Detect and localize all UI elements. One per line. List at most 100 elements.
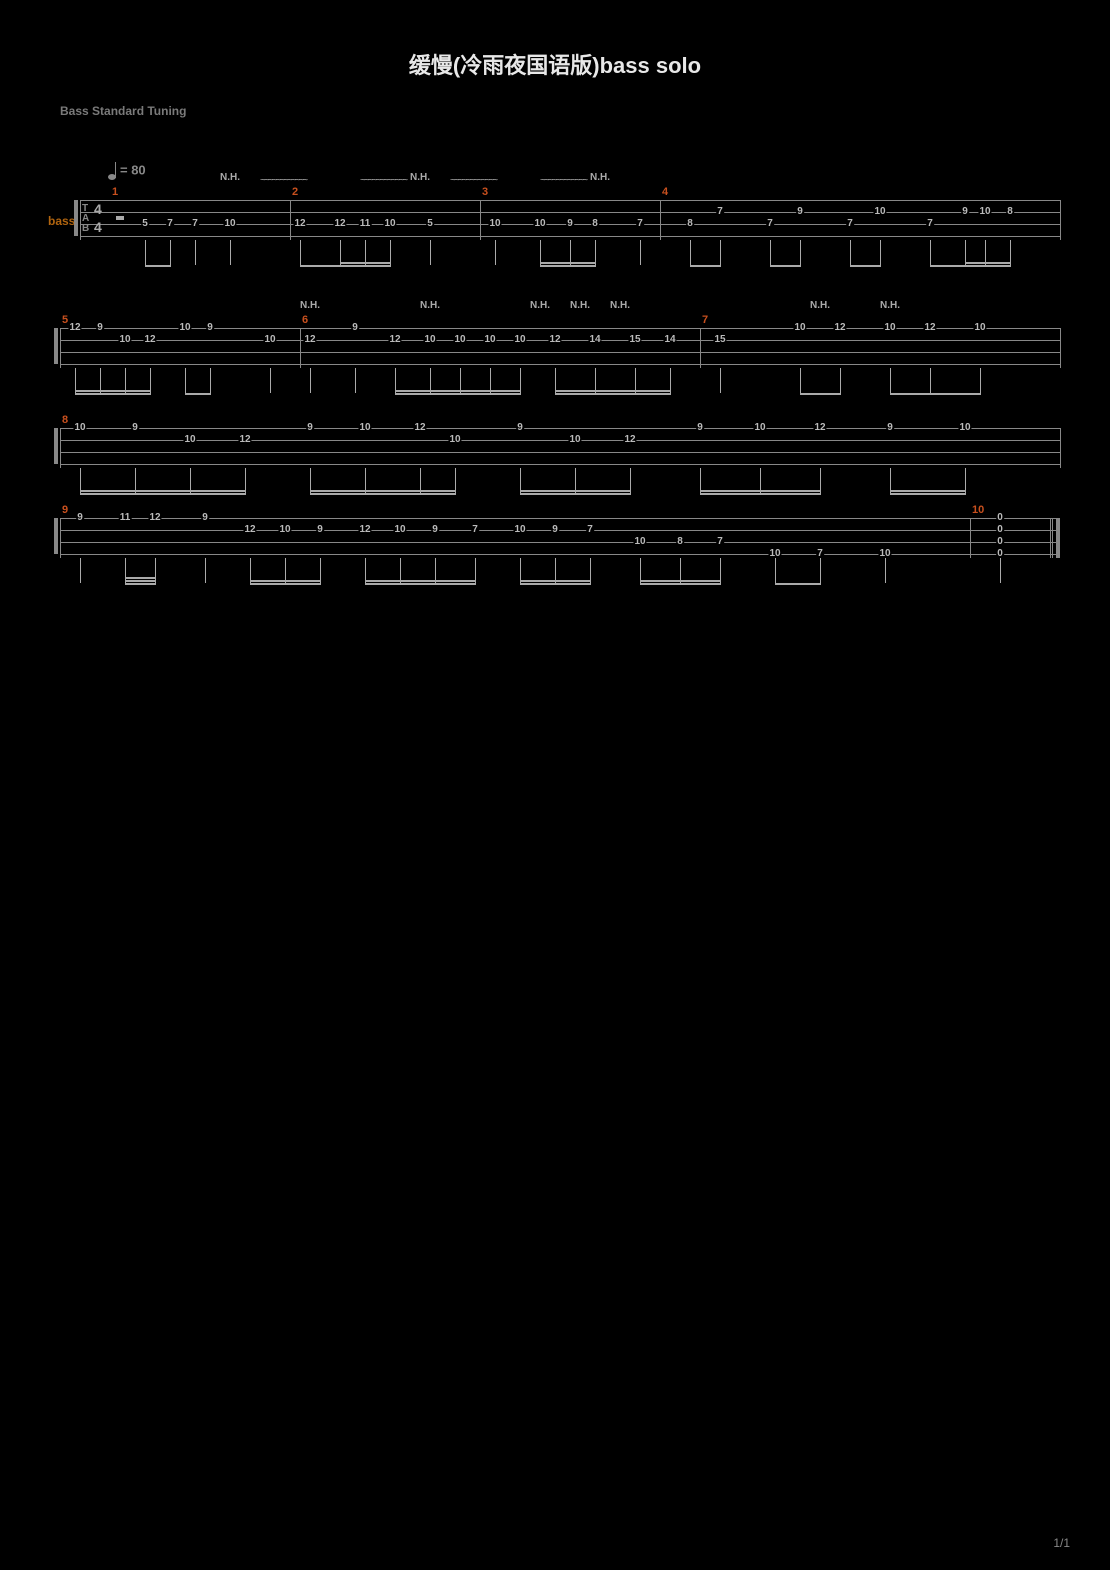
fret-number: 12 [548,335,561,345]
fret-number: 10 [448,435,461,445]
beam [365,580,476,582]
tab-staff: 567N.H.N.H.N.H.N.H.N.H.N.H.N.H.129101210… [60,328,1060,368]
beam [395,390,521,392]
fret-number: 9 [206,323,214,333]
fret-number: 12 [143,335,156,345]
fret-number: 7 [166,219,174,229]
beam [770,265,801,267]
beam [965,262,1011,264]
beam [340,262,391,264]
bar-number: 8 [62,414,68,426]
fret-number: 7 [716,207,724,217]
fret-number: 10 [883,323,896,333]
beam [80,490,246,492]
fret-number: 9 [96,323,104,333]
tab-clef: TAB [82,204,88,234]
fret-number: 10 [453,335,466,345]
fret-number: 10 [383,219,396,229]
fret-number: 14 [663,335,676,345]
beam [145,265,171,267]
fret-number: 10 [178,323,191,333]
fret-number: 12 [303,335,316,345]
beam [395,393,521,395]
beam [700,490,821,492]
fret-number: 10 [118,335,131,345]
fret-number: 7 [846,219,854,229]
beam [890,490,966,492]
fret-number: 9 [796,207,804,217]
fret-number: 15 [628,335,641,345]
bar-number: 7 [702,314,708,326]
instrument-label: bass [48,214,75,228]
fret-number: 9 [961,207,969,217]
beam [520,580,591,582]
fret-number: 9 [201,513,209,523]
beam [775,583,821,585]
bar-number: 2 [292,186,298,198]
beam [850,265,881,267]
fret-number: 0 [996,525,1004,535]
fret-number: 10 [533,219,546,229]
vibrato-marking: ~~~~~~~~~~~~ [540,178,600,184]
beam [520,490,631,492]
harmonic-marking: N.H. [570,300,590,311]
harmonic-marking: N.H. [610,300,630,311]
fret-number: 10 [73,423,86,433]
fret-number: 8 [686,219,694,229]
time-signature: 44 [94,200,102,236]
system-bracket [74,200,78,236]
fret-number: 12 [293,219,306,229]
beam [125,577,156,579]
beam [540,265,596,267]
tab-staff: TAB441234N.H.N.H.N.H.~~~~~~~~~~~~~~~~~~~… [80,200,1060,240]
harmonic-marking: N.H. [880,300,900,311]
beam [310,490,456,492]
beam [250,583,321,585]
fret-number: 12 [833,323,846,333]
bar-number: 4 [662,186,668,198]
beam [890,393,981,395]
rest [116,216,124,220]
fret-number: 7 [766,219,774,229]
fret-number: 12 [358,525,371,535]
fret-number: 12 [68,323,81,333]
fret-number: 12 [623,435,636,445]
beam [640,583,721,585]
beam [300,265,391,267]
beam [75,390,151,392]
beam [80,493,246,495]
beam [185,393,211,395]
fret-number: 10 [978,207,991,217]
fret-number: 12 [238,435,251,445]
fret-number: 9 [306,423,314,433]
bar-number: 3 [482,186,488,198]
fret-number: 7 [716,537,724,547]
beam [700,493,821,495]
bar-number: 10 [972,504,984,516]
fret-number: 10 [393,525,406,535]
tab-staff: 8109101291012109101291012910 [60,428,1060,468]
fret-number: 10 [278,525,291,535]
beam [890,493,966,495]
fret-number: 12 [333,219,346,229]
fret-number: 9 [516,423,524,433]
fret-number: 8 [591,219,599,229]
vibrato-marking: ~~~~~~~~~~~~ [260,178,320,184]
bar-number: 1 [112,186,118,198]
beam [555,390,671,392]
fret-number: 0 [996,537,1004,547]
beam [520,493,631,495]
fret-number: 10 [358,423,371,433]
fret-number: 10 [488,219,501,229]
fret-number: 7 [926,219,934,229]
fret-number: 10 [568,435,581,445]
tab-staff: 9109111291210912109710971087107100000 [60,518,1060,558]
harmonic-marking: N.H. [420,300,440,311]
bar-number: 6 [302,314,308,326]
fret-number: 10 [958,423,971,433]
fret-number: 10 [423,335,436,345]
fret-number: 5 [141,219,149,229]
beam [640,580,721,582]
beam [125,583,156,585]
fret-number: 9 [131,423,139,433]
